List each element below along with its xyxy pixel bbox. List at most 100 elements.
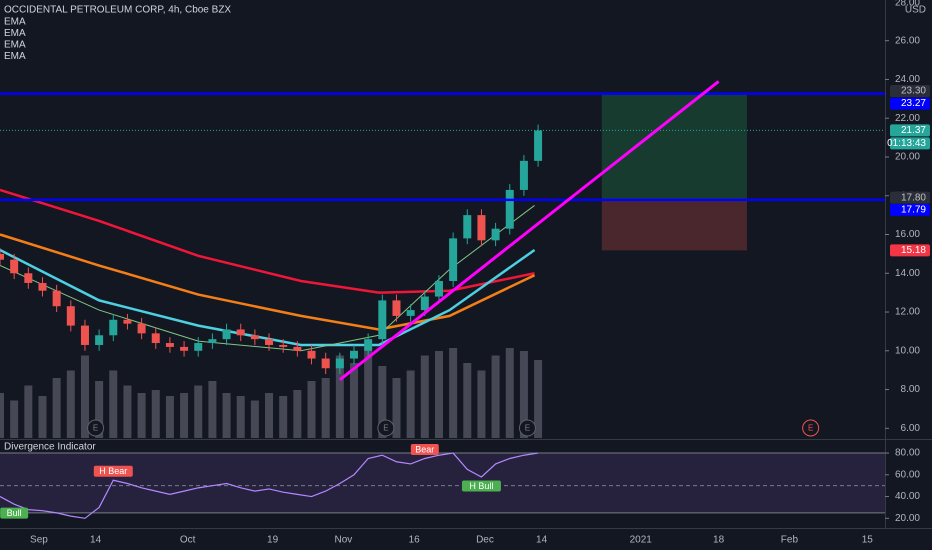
volume-bar [434,351,443,438]
indicator-title: Divergence Indicator [4,442,96,453]
event-label: E [525,424,530,433]
chart-title: OCCIDENTAL PETROLEUM CORP, 4h, Cboe BZX [4,5,231,16]
volume-bar [109,370,118,438]
volume-bar [0,393,4,438]
candle-body [364,339,373,351]
x-tick-label: Nov [334,535,352,546]
price-tag [890,203,930,216]
signal-label: H Bull [469,481,493,491]
candle-body [180,346,189,351]
candle-body [194,343,203,351]
ema-line [0,248,536,347]
legend-entry: EMA [4,40,26,51]
candle-body [123,319,132,324]
event-marker [518,419,536,437]
y-tick-label: 16.00 [895,229,920,240]
x-tick-label: 14 [90,535,102,546]
volume-bar [66,370,75,438]
y-tick-label: 24.00 [895,74,920,85]
x-tick-label: Oct [180,535,196,546]
legend-entry: EMA [4,17,26,28]
y-tick-label: 80.00 [895,448,920,459]
volume-bar [491,355,500,438]
price-tag [890,137,930,150]
volume-bar [477,370,486,438]
candle-body [420,296,429,311]
volume-bar [449,348,458,438]
event-label: E [808,424,813,433]
volume-bar [364,348,373,438]
candle-body [80,325,89,345]
signal-box [410,443,439,455]
y-tick-label: 28.00 [895,0,920,9]
volume-bar [180,393,189,438]
signal-box [0,507,29,519]
x-tick-label: 16 [409,535,421,546]
price-tag [890,191,930,204]
volume-bar [80,355,89,438]
x-tick-label: Dec [476,535,494,546]
y-tick-label: 14.00 [895,268,920,279]
indicator-line [0,452,539,519]
currency: USD [905,5,926,16]
volume-bar [24,385,33,438]
signal-label: H Bear [99,466,127,476]
candle-body [236,329,245,336]
candle-body [10,259,19,274]
volume-bar [250,400,259,438]
volume-bar [194,385,203,438]
price-tag [890,85,930,98]
candle-body [321,358,330,369]
candle-body [293,346,302,351]
price-tag [890,124,930,137]
volume-bar [420,355,429,438]
candle-body [250,335,259,340]
volume-bar [151,390,160,438]
volume-bar [350,363,358,438]
price-tag-label: 01:13:43 [887,138,926,149]
ema-line [0,233,536,331]
candle-body [52,290,61,307]
volume-bar [279,396,288,438]
signal-box [93,465,133,477]
candle-body [350,350,358,359]
x-tick-label: 15 [862,535,874,546]
volume-bar [123,385,132,438]
x-tick-label: Sep [30,535,48,546]
volume-bar [95,381,104,438]
volume-bar [165,396,174,438]
candle-body [279,344,288,347]
trend-line [338,80,720,382]
event-marker [377,419,395,437]
candle-body [151,333,160,344]
y-tick-label: 6.00 [901,423,921,434]
x-tick-label: 18 [713,535,725,546]
event-marker [87,419,105,437]
volume-bar [236,396,245,438]
price-tag [890,97,930,110]
volume-bar [321,378,330,438]
event-label: E [93,424,98,433]
candle-body [519,160,528,190]
event-label: E [383,424,388,433]
y-tick-label: 60.00 [895,469,920,480]
candle-body [222,329,231,340]
price-tag-label: 17.80 [901,192,926,203]
y-tick-label: 10.00 [895,345,920,356]
volume-bar [406,370,415,438]
price-tag-label: 23.30 [901,86,926,97]
volume-bar [335,355,344,438]
volume-bar [378,366,387,438]
volume-bar [265,393,274,438]
x-tick-label: Feb [781,535,799,546]
candle-body [491,228,500,241]
candle-body [165,343,174,347]
candle-body [434,281,443,297]
y-tick-label: 20.00 [895,152,920,163]
volume-bar [505,348,514,438]
volume-bar [392,378,401,438]
signal-label: Bear [415,444,434,454]
volume-bar [307,381,316,438]
candle-body [66,306,75,326]
